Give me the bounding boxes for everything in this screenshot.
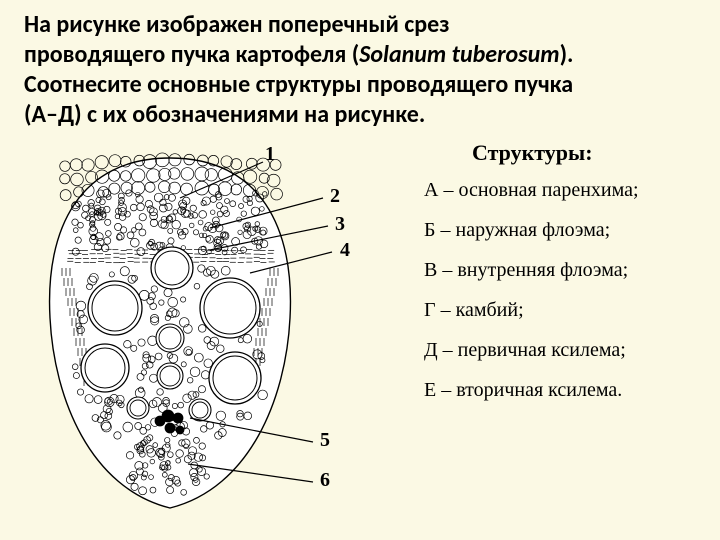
task-sci-name: Solanum tuberosum [359, 40, 559, 69]
diagram-label-6: 6 [320, 469, 330, 491]
task-line3: Соотнесите основные структуры проводящег… [24, 70, 573, 99]
task-prompt: На рисунке изображен поперечный срез про… [0, 0, 720, 138]
diagram-label-5: 5 [320, 429, 330, 451]
legend-title: Структуры: [372, 140, 700, 166]
legend-item-e: Е – вторичная ксилема. [372, 378, 700, 402]
legend-item-b: Б – наружная флоэма; [372, 218, 700, 242]
legend-item-g: Г – камбий; [372, 298, 700, 322]
diagram-label-1: 1 [265, 143, 275, 165]
structure-legend: Структуры: А – основная паренхима; Б – н… [364, 138, 700, 528]
diagram-label-2: 2 [330, 185, 340, 207]
task-line4: (А–Д) с их обозначениями на рисунке. [24, 100, 425, 129]
task-line2-post: ). [560, 40, 574, 69]
legend-item-a: А – основная паренхима; [372, 178, 700, 202]
vascular-bundle-diagram: 1 2 3 4 5 6 [20, 138, 360, 528]
content-row: 1 2 3 4 5 6 Структуры: А – основная паренхима… [0, 138, 720, 528]
task-line2-pre: проводящего пучка картофеля ( [24, 40, 359, 69]
diagram-svg: 1 2 3 4 5 6 [20, 138, 360, 528]
diagram-label-3: 3 [335, 213, 345, 235]
legend-item-d: Д – первичная ксилема; [372, 338, 700, 362]
diagram-label-4: 4 [340, 239, 350, 261]
task-line1: На рисунке изображен поперечный срез [24, 10, 450, 39]
legend-item-v: В – внутренняя флоэма; [372, 258, 700, 282]
